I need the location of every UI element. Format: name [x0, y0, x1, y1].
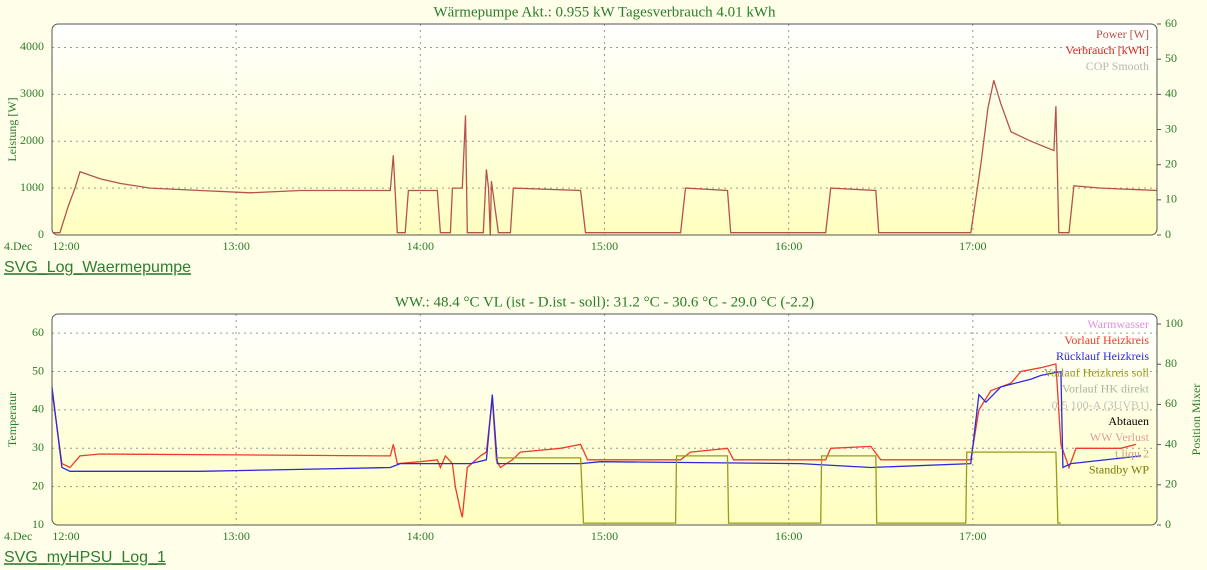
- y2-tick-label: 60: [1165, 396, 1177, 410]
- y-tick-label: 50: [32, 363, 44, 377]
- plot-area: [52, 314, 1157, 525]
- series-line: [51, 363, 1137, 518]
- legend-entry: Vorlauf HK direkt: [1062, 382, 1150, 396]
- y-tick-label: 20: [32, 478, 44, 492]
- x-tick-label: 12:00: [52, 529, 79, 543]
- plot-area: [52, 24, 1157, 235]
- date-label: 4.Dec: [4, 529, 32, 543]
- y-tick-label: 60: [32, 325, 44, 339]
- series-line: [51, 370, 1142, 472]
- y-tick-label: 3000: [20, 86, 44, 100]
- x-tick-label: 13:00: [222, 529, 249, 543]
- y2-tick-label: 60: [1165, 16, 1177, 30]
- chart-link[interactable]: SVG_Log_Waermepumpe: [4, 259, 191, 276]
- y2-tick-label: 10: [1165, 192, 1177, 206]
- x-tick-label: 15:00: [591, 239, 618, 253]
- legend-entry: t liqu 2: [1115, 446, 1149, 460]
- plot-frame: [51, 313, 1158, 526]
- legend-entry: Warmwasser: [1087, 317, 1149, 331]
- y2-tick-label: 50: [1165, 51, 1177, 65]
- x-tick-label: 16:00: [775, 529, 802, 543]
- chart-link[interactable]: SVG_myHPSU_Log_1: [4, 549, 166, 566]
- x-tick-label: 14:00: [407, 529, 434, 543]
- legend-entry: Abtauen: [1108, 414, 1149, 428]
- legend-entry: Power [W]: [1096, 27, 1149, 41]
- y2-tick-label: 100: [1165, 316, 1183, 330]
- x-tick-label: 14:00: [407, 239, 434, 253]
- y-tick-label: 10: [32, 517, 44, 531]
- x-tick-label: 13:00: [222, 239, 249, 253]
- y-axis-label: Temperatur: [5, 392, 19, 447]
- legend-entry: Standby WP: [1089, 463, 1149, 477]
- y2-tick-label: 40: [1165, 436, 1177, 450]
- legend-entry: Rücklauf Heizkreis: [1056, 349, 1149, 363]
- y2-tick-label: 30: [1165, 121, 1177, 135]
- x-tick-label: 15:00: [591, 529, 618, 543]
- legend-entry: Verbrauch [kWh]: [1065, 43, 1149, 57]
- y-tick-label: 2000: [20, 133, 44, 147]
- chart-title: Wärmepumpe Akt.: 0.955 kW Tagesverbrauch…: [433, 4, 776, 20]
- y2-tick-label: 20: [1165, 156, 1177, 170]
- legend-entry: Vorlauf Heizkreis: [1064, 333, 1149, 347]
- y-tick-label: 30: [32, 440, 44, 454]
- legend-entry: Vorlauf Heizkreis soll: [1044, 365, 1150, 379]
- y2-tick-label: 40: [1165, 86, 1177, 100]
- y-tick-label: 4000: [20, 39, 44, 53]
- series-line: [52, 80, 1158, 236]
- chart-title: WW.: 48.4 °C VL (ist - D.ist - soll): 31…: [395, 294, 814, 310]
- x-tick-label: 17:00: [959, 529, 986, 543]
- y2-axis-label: Position Mixer: [1189, 384, 1203, 456]
- y2-tick-label: 80: [1165, 356, 1177, 370]
- y-tick-label: 40: [32, 402, 44, 416]
- y-tick-label: 0: [38, 227, 44, 241]
- y2-tick-label: 0: [1165, 517, 1171, 531]
- legend-entry: COP Smooth: [1086, 59, 1149, 73]
- x-tick-label: 17:00: [959, 239, 986, 253]
- x-tick-label: 16:00: [775, 239, 802, 253]
- y-axis-label: Leistung [W]: [5, 97, 19, 161]
- legend-entry: 0-5 100-A (3UVB1): [1052, 398, 1149, 412]
- series-line: [496, 451, 1061, 524]
- legend-entry: WW Verlust: [1090, 430, 1150, 444]
- date-label: 4.Dec: [4, 239, 32, 253]
- y2-tick-label: 20: [1165, 477, 1177, 491]
- x-tick-label: 12:00: [52, 239, 79, 253]
- plot-frame: [51, 23, 1158, 236]
- y2-tick-label: 0: [1165, 227, 1171, 241]
- y-tick-label: 1000: [20, 180, 44, 194]
